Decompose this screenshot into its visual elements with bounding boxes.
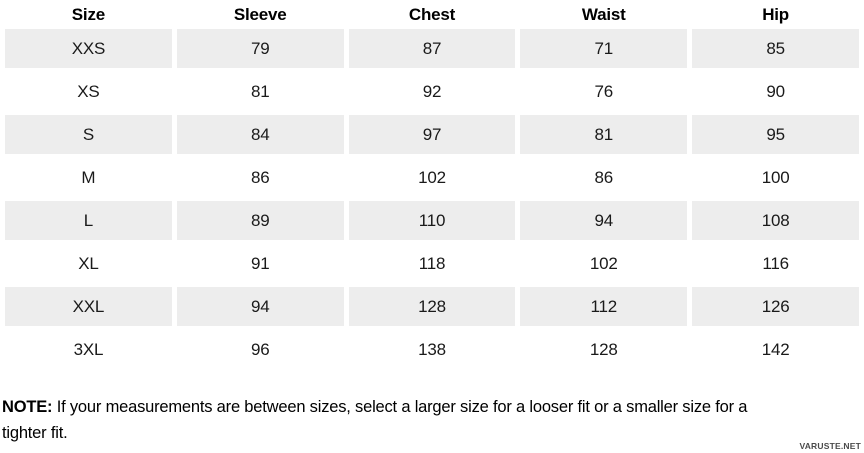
column-header-size: Size [71,4,105,24]
value-cell: 142 [692,330,859,369]
value-cell: 108 [692,201,859,240]
value-cell: 84 [176,115,344,154]
value-cell: 86 [520,158,688,197]
value-cell: 128 [520,330,688,369]
value-cell: 89 [176,201,344,240]
value-cell: 92 [348,72,516,111]
value-cell: 110 [348,201,516,240]
column-header-chest: Chest [408,4,456,24]
value-cell: 79 [176,29,344,68]
value-cell: 100 [692,158,859,197]
table-row-m: M 86 102 86 100 [5,158,859,197]
value-cell: 102 [520,244,688,283]
watermark: VARUSTE.NET [799,441,861,451]
value-cell: 76 [520,72,688,111]
table-row-l: L 89 110 94 108 [5,201,859,240]
size-cell: L [5,201,172,240]
size-cell: XXL [5,287,172,326]
size-chart-table: Size Sleeve Chest Waist Hip XXS 79 87 71… [5,4,859,369]
value-cell: 95 [692,115,859,154]
size-cell: M [5,158,172,197]
value-cell: 128 [348,287,516,326]
table-row-s: S 84 97 81 95 [5,115,859,154]
value-cell: 116 [692,244,859,283]
value-cell: 94 [176,287,344,326]
value-cell: 81 [520,115,688,154]
table-row-3xl: 3XL 96 138 128 142 [5,330,859,369]
value-cell: 85 [692,29,859,68]
value-cell: 90 [692,72,859,111]
value-cell: 112 [520,287,688,326]
value-cell: 91 [176,244,344,283]
value-cell: 87 [348,29,516,68]
value-cell: 138 [348,330,516,369]
note-label: NOTE: [2,398,53,416]
value-cell: 86 [176,158,344,197]
header-row: Size Sleeve Chest Waist Hip [5,4,859,25]
column-header-sleeve: Sleeve [233,4,287,24]
size-cell: XL [5,244,172,283]
note-body: If your measurements are between sizes, … [2,398,748,442]
table-row-xxl: XXL 94 128 112 126 [5,287,859,326]
value-cell: 126 [692,287,859,326]
value-cell: 97 [348,115,516,154]
table-row-xs: XS 81 92 76 90 [5,72,859,111]
value-cell: 118 [348,244,516,283]
value-cell: 94 [520,201,688,240]
value-cell: 81 [176,72,344,111]
column-header-waist: Waist [581,4,626,24]
sizing-note: NOTE: If your measurements are between s… [2,394,764,446]
size-cell: S [5,115,172,154]
table-row-xl: XL 91 118 102 116 [5,244,859,283]
column-header-hip: Hip [762,4,789,24]
size-cell: XS [5,72,172,111]
value-cell: 102 [348,158,516,197]
size-cell: XXS [5,29,172,68]
size-cell: 3XL [5,330,172,369]
table-row-xxs: XXS 79 87 71 85 [5,29,859,68]
value-cell: 96 [176,330,344,369]
value-cell: 71 [520,29,688,68]
